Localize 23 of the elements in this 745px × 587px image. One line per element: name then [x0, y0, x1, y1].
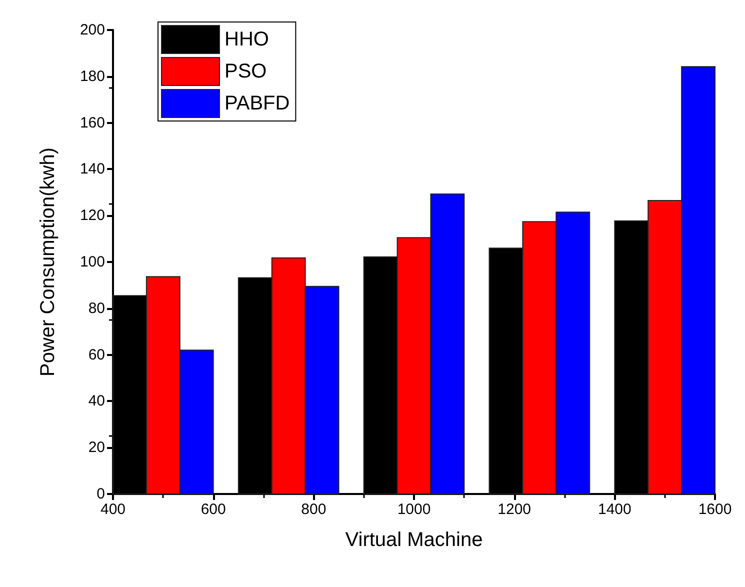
y-tick-label: 200	[80, 22, 105, 38]
x-tick-label: 1400	[598, 501, 632, 518]
y-tick-label: 160	[80, 114, 105, 132]
y-tick-label: 180	[80, 68, 105, 85]
y-tick-label: 120	[80, 207, 105, 224]
y-axis-title: Power Consumption(kwh)	[37, 148, 59, 376]
legend-label: PABFD	[224, 92, 290, 114]
x-tick-label: 1000	[397, 501, 431, 518]
legend-label: HHO	[224, 28, 269, 50]
x-tick-label: 1200	[498, 501, 532, 518]
y-tick-label: 0	[96, 486, 105, 502]
legend-label: PSO	[224, 60, 267, 82]
y-tick-label: 100	[80, 254, 105, 270]
x-tick-label: 400	[100, 501, 126, 518]
y-tick-label: 60	[88, 346, 105, 364]
y-tick-label: 80	[88, 300, 105, 317]
x-axis-title: Virtual Machine	[345, 529, 483, 551]
y-tick-label: 140	[80, 160, 105, 178]
x-tick-label: 1600	[698, 501, 732, 518]
x-tick-label: 600	[200, 501, 226, 518]
y-tick-label: 20	[88, 439, 105, 456]
x-tick-label: 800	[301, 501, 326, 518]
y-tick-label: 40	[88, 392, 105, 410]
